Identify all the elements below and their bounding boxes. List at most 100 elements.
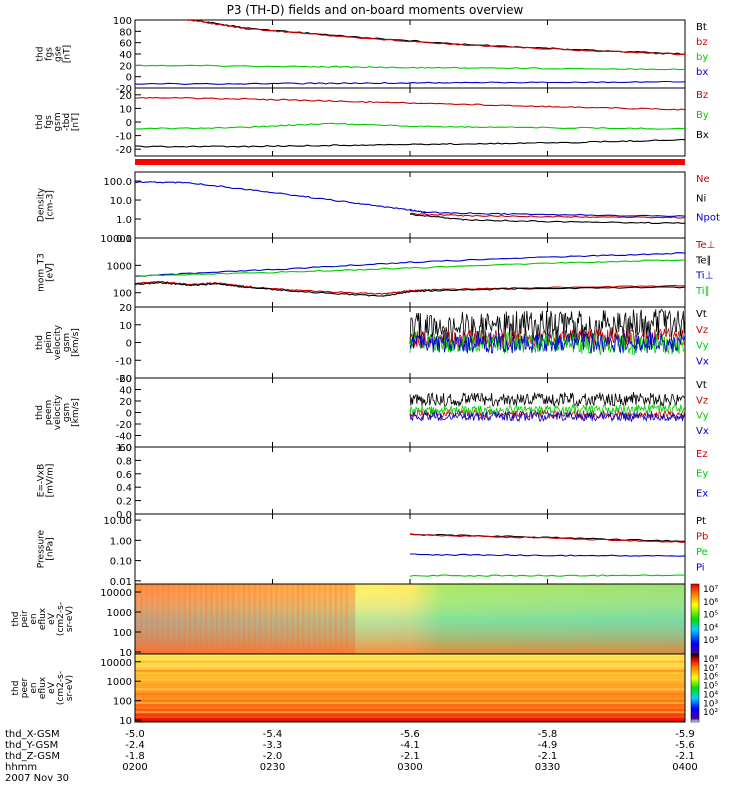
panel-frame — [134, 513, 686, 585]
colorbar-tick-label: 10⁶ — [703, 598, 718, 608]
y-tick-label: 0 — [126, 73, 132, 84]
peer-spectrogram-band — [135, 711, 685, 714]
peir-spectrogram-streak — [221, 584, 224, 654]
peer-spectrogram-band — [135, 679, 685, 681]
series-bx — [135, 80, 685, 85]
peir-spectrogram-streak — [189, 584, 191, 654]
peir-spectrogram-streak — [199, 584, 202, 654]
peer-spectrogram-band — [135, 656, 685, 658]
ephemeris-value: -5.9 — [675, 729, 695, 740]
y-tick-label: 1000 — [107, 608, 132, 619]
colorbar-tick-label: 10⁴ — [703, 623, 718, 633]
peir-spectrogram-streak — [151, 584, 154, 654]
y-axis-label: thd peer en eflux eV (cm2-s-sr-eV) — [11, 671, 75, 705]
legend-ez: Ez — [696, 449, 708, 460]
y-tick-label: 1000 — [107, 677, 132, 688]
y-axis-label-line: thd — [35, 335, 45, 350]
peir-spectrogram-streak — [340, 584, 343, 654]
peir-spectrogram-streak — [297, 584, 299, 654]
series-ti∥ — [135, 259, 685, 277]
colorbar-tick-label: 10⁶ — [703, 673, 718, 683]
peir-spectrogram-streak — [280, 584, 283, 654]
series-by — [135, 122, 685, 130]
legend-ex: Ex — [696, 488, 708, 499]
peer-spectrogram-band — [135, 683, 685, 686]
colorbar-tick-label: 10⁸ — [703, 655, 718, 665]
y-axis-label-line: [eV] — [46, 263, 56, 282]
y-axis-label-line: sr-eV) — [65, 675, 75, 701]
peir-spectrogram-streak — [329, 584, 332, 654]
legend-vt: Vt — [696, 309, 707, 320]
series-te∥ — [135, 281, 685, 297]
peer-colorbar — [690, 653, 700, 723]
peir-spectrogram-streak — [243, 584, 245, 654]
legend-vz: Vz — [696, 325, 708, 336]
time-tick-label: 0200 — [122, 762, 147, 773]
ephemeris-value: -2.1 — [400, 751, 420, 762]
peir-spectrogram-streak — [318, 584, 321, 654]
legend-by: By — [696, 110, 709, 121]
series-bx — [135, 138, 685, 148]
y-axis-label: thd fgs gsm -tbd [nT] — [35, 112, 81, 131]
legend-pi: Pi — [696, 563, 705, 574]
peir-spectrogram-streak — [162, 584, 164, 654]
time-tick-label: 0330 — [535, 762, 560, 773]
y-tick-label: 100 — [113, 697, 132, 708]
legend-pe: Pe — [696, 547, 708, 558]
y-axis-label-line: -tbd — [62, 113, 72, 131]
colorbar-tick-label: 10² — [703, 708, 718, 718]
y-axis-label-line: [nT] — [71, 113, 81, 131]
y-axis-label-line: E=-VxB — [37, 464, 47, 498]
y-axis-label-line: mom_T3 — [37, 253, 47, 292]
y-tick-label: 20 — [119, 303, 132, 314]
panel-pressure: 10.00 1.00 0.10 0.01 Pressure [nPa] Pt Pb Pe Pi — [37, 513, 708, 588]
y-tick-label: 0.6 — [116, 470, 132, 481]
y-axis-label-line: velocity — [53, 394, 63, 430]
peir-spectrogram-streak — [210, 584, 213, 654]
peir-spectrogram-streak — [259, 584, 262, 654]
y-axis-label-line: gse — [54, 46, 64, 62]
y-axis-label-line: thd — [11, 681, 21, 696]
ephemeris-value: -5.0 — [125, 729, 145, 740]
y-tick-label: 40 — [119, 386, 132, 397]
peer-spectrogram-band — [135, 660, 685, 663]
peir-spectrogram-streak — [205, 584, 208, 654]
series-vy — [409, 403, 685, 416]
legend-ey: Ey — [696, 469, 708, 480]
peir-spectrogram-streak — [183, 584, 186, 654]
panel-temperature: 10000 1000 100 mom_T3 [eV] Te⊥ Te∥ Ti⊥ Ti∥ — [37, 234, 715, 308]
legend-bx: Bx — [696, 130, 709, 141]
y-axis-label-line: [km/s] — [71, 398, 81, 427]
legend-te∥: Te∥ — [695, 255, 712, 266]
peir-spectrogram-streak — [140, 584, 143, 654]
y-axis-label-line: thd — [36, 47, 46, 62]
legend-npot: Npot — [696, 213, 720, 224]
y-tick-label: 0 — [126, 339, 132, 350]
ephemeris-value: -4.9 — [538, 740, 558, 751]
peir-spectrogram-streak — [232, 584, 235, 654]
series-ti⊥ — [135, 252, 685, 277]
series-ni — [409, 213, 685, 224]
y-tick-label: -20 — [116, 374, 132, 385]
y-tick-label: 0 — [126, 409, 132, 420]
y-axis-label: Pressure [nPa] — [37, 529, 56, 568]
panel-density: 100.0 10.0 1.0 0.1 Density [cm-3] Ne Ni Npot — [37, 171, 720, 245]
y-tick-label: 1.0 — [116, 215, 132, 226]
y-tick-label: 10000 — [100, 658, 132, 669]
ephemeris-label: thd_X-GSM — [5, 729, 60, 740]
y-tick-label: 100 — [113, 289, 132, 300]
y-axis-label-line: thd — [35, 115, 45, 130]
series-bz — [185, 20, 685, 56]
y-tick-label: 20 — [119, 91, 132, 102]
peir-spectrogram-streak — [145, 584, 148, 654]
peer-spectrogram-band — [135, 697, 685, 700]
y-axis-label-line: Pressure — [37, 529, 47, 568]
peir-spectrogram-streak — [275, 584, 278, 654]
y-axis-label-line: peir — [20, 610, 30, 628]
y-axis-label-line: eV — [47, 681, 57, 694]
y-tick-label: 40 — [119, 50, 132, 61]
ephemeris-value: -5.6 — [400, 729, 420, 740]
legend-ni: Ni — [696, 193, 706, 204]
legend-vy: Vy — [696, 341, 709, 352]
